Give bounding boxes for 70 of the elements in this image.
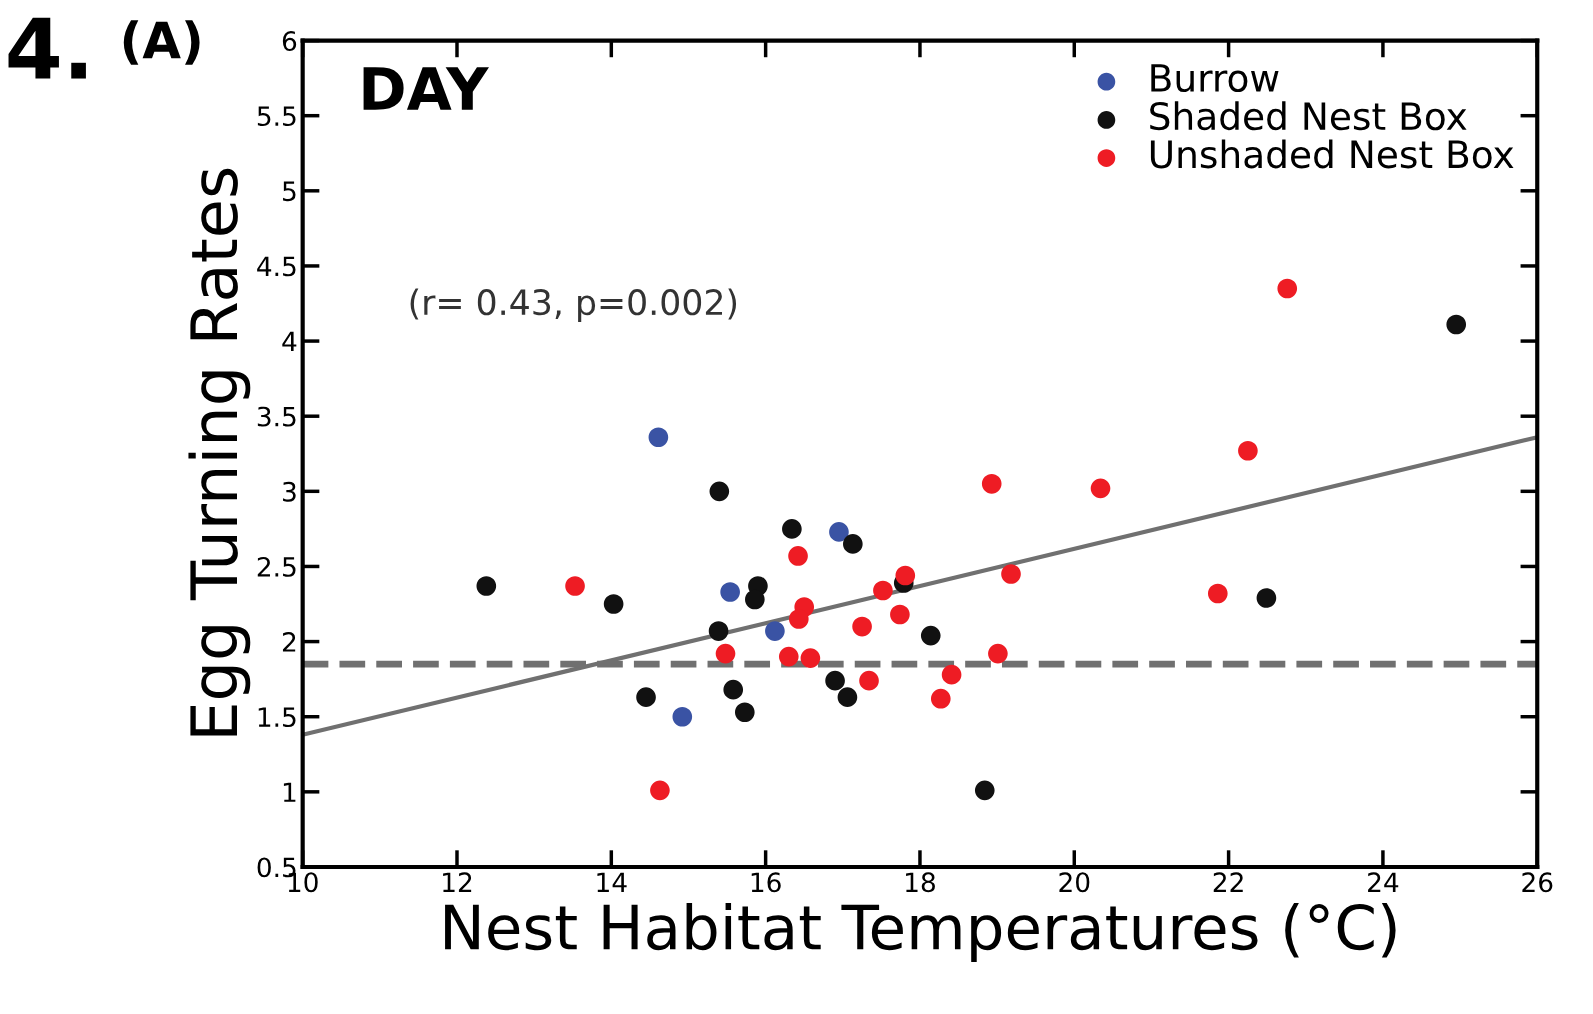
x-axis-title: Nest Habitat Temperatures (°C)	[445, 902, 1396, 963]
point	[829, 522, 849, 542]
point	[1090, 478, 1111, 499]
x-tick-label: 20	[1059, 872, 1090, 893]
point	[920, 625, 941, 646]
point	[895, 565, 916, 586]
x-tick-label: 22	[1213, 872, 1243, 892]
x-tick-label: 24	[1368, 872, 1399, 892]
y-tick-label: 4.5	[257, 256, 296, 277]
point	[708, 621, 729, 641]
x-tick-label: 16	[751, 872, 781, 893]
point	[859, 670, 879, 691]
y-tick-label: 5.5	[257, 106, 296, 127]
point	[988, 643, 1008, 664]
point	[974, 780, 995, 801]
point	[476, 576, 497, 596]
y-tick-label: 6	[282, 31, 297, 51]
point	[603, 594, 624, 614]
x-tick-label: 18	[906, 872, 935, 893]
point	[788, 546, 808, 566]
point	[941, 664, 962, 685]
point	[930, 688, 951, 709]
legend-label: Unshaded Nest Box	[1150, 139, 1514, 169]
point	[778, 646, 799, 667]
y-tick-label: 1	[283, 782, 296, 802]
y-tick-label: 2	[282, 632, 296, 652]
y-tick-label: 5	[283, 181, 296, 202]
annotation: (r= 0.43, p=0.002)	[410, 288, 737, 323]
point	[1001, 564, 1021, 584]
point	[1277, 278, 1298, 299]
point	[745, 589, 765, 610]
y-tick-label: 2.5	[257, 556, 296, 577]
legend-label: Shaded Nest Box	[1150, 101, 1467, 131]
point	[672, 706, 693, 727]
annotation: DAY	[363, 67, 489, 110]
point	[565, 576, 585, 596]
y-tick-label: 1.5	[258, 707, 296, 728]
point	[1446, 314, 1467, 335]
y-tick-label: 4	[282, 331, 297, 352]
point	[843, 534, 863, 554]
y-axis-title: Egg Turning Rates	[188, 168, 251, 736]
point	[648, 427, 669, 448]
point	[782, 519, 802, 539]
point	[981, 474, 1002, 494]
y-tick-label: 3.5	[257, 406, 296, 427]
point	[873, 580, 893, 601]
point	[788, 609, 809, 629]
legend-label: Burrow	[1151, 64, 1279, 93]
point	[636, 687, 656, 707]
y-tick-label: 3	[283, 481, 296, 502]
point	[800, 648, 821, 668]
point	[1256, 588, 1277, 608]
text: (A)	[123, 20, 200, 65]
point	[837, 687, 858, 707]
point	[720, 582, 740, 602]
point	[709, 481, 730, 502]
point	[734, 702, 755, 723]
x-tick-label: 14	[597, 872, 627, 892]
point	[1238, 440, 1258, 461]
point	[765, 621, 785, 641]
x-tick-label: 12	[443, 872, 472, 892]
point	[1207, 583, 1228, 604]
point	[715, 643, 736, 664]
x-tick-label: 26	[1522, 872, 1553, 893]
text: 4.	[8, 17, 86, 79]
point	[852, 616, 872, 637]
point	[825, 670, 845, 691]
point	[723, 679, 744, 700]
point	[650, 780, 670, 801]
point	[890, 604, 910, 625]
